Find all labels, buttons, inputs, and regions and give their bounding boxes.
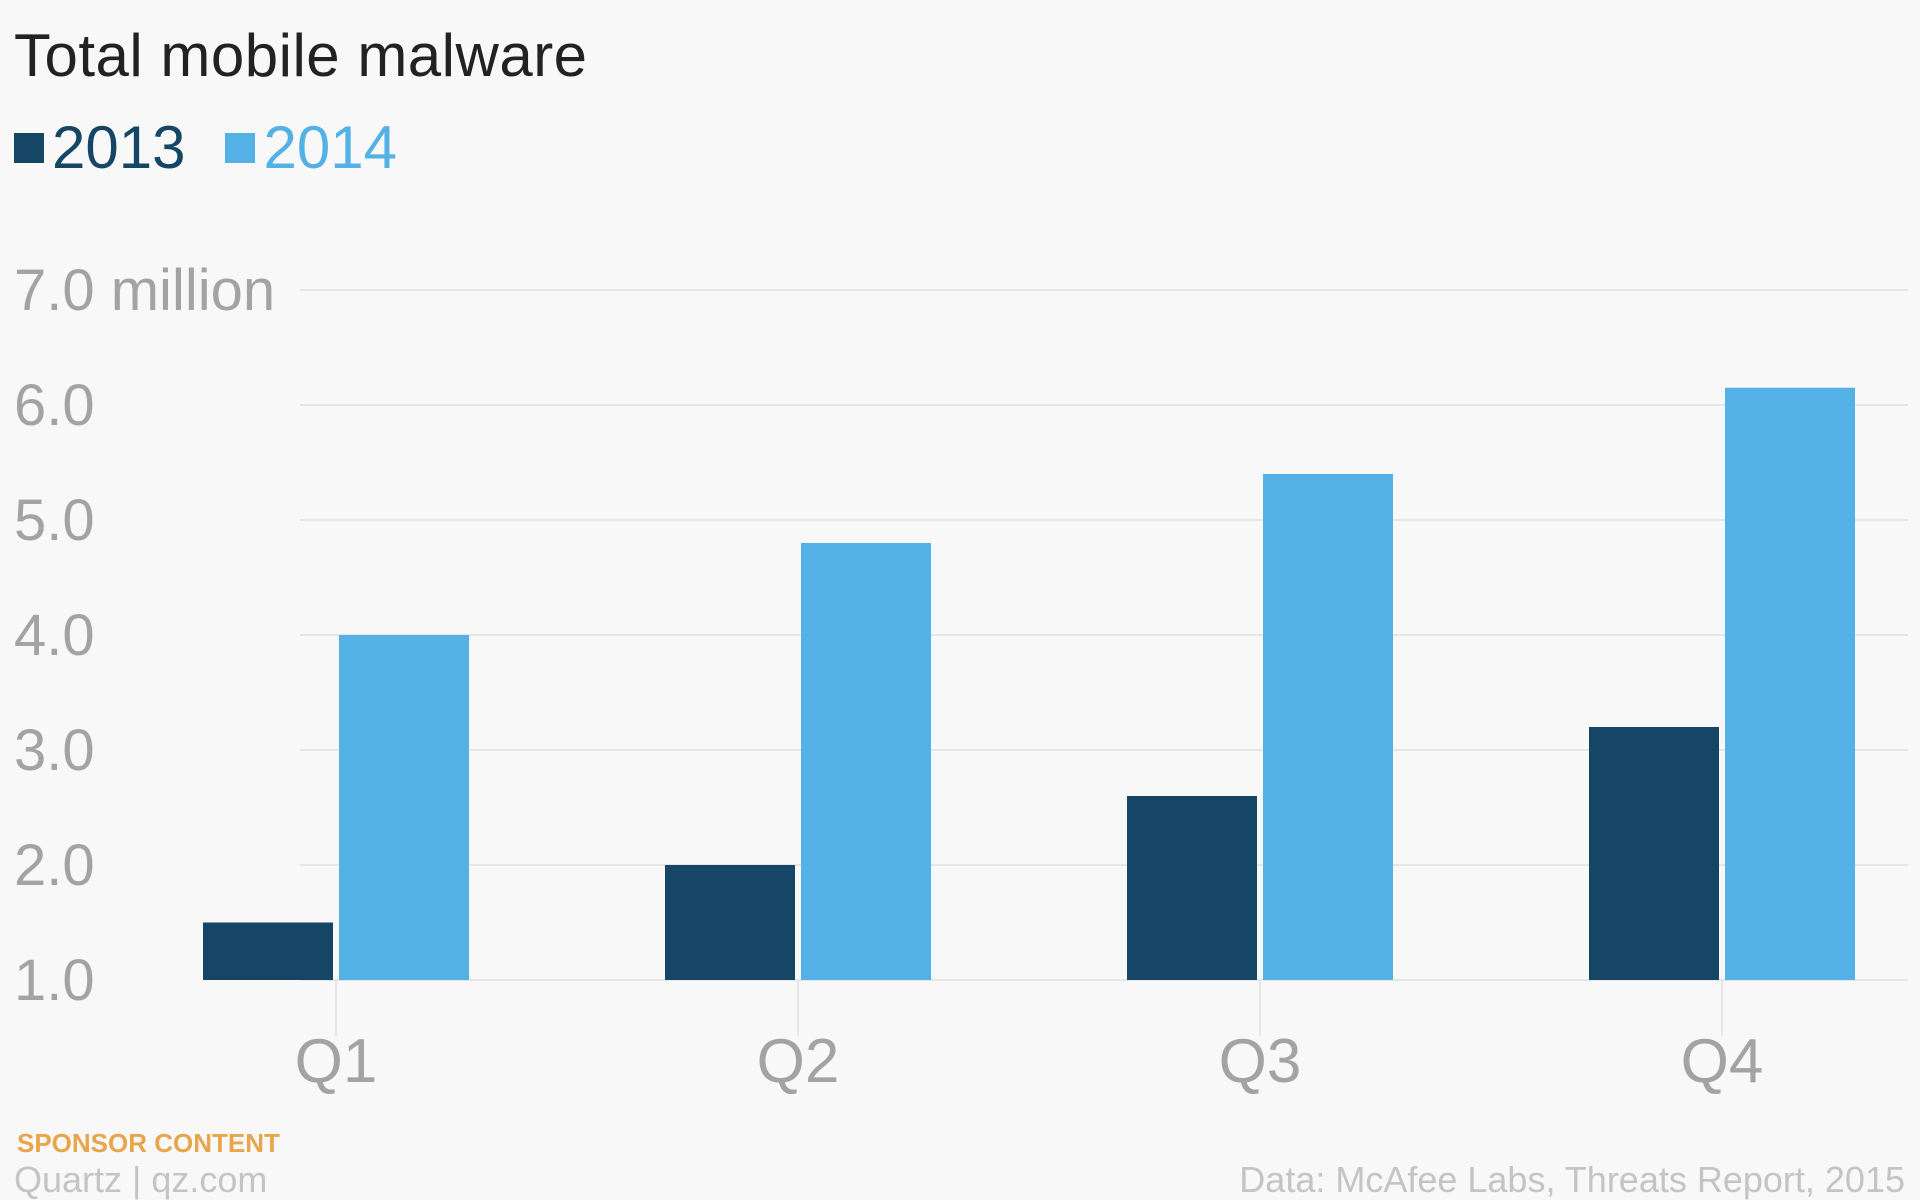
legend-swatch-2013 bbox=[14, 133, 44, 163]
y-tick-label-4: 5.0 bbox=[14, 488, 95, 553]
legend-item-2014: 2014 bbox=[225, 114, 397, 181]
x-tick-label-Q2: Q2 bbox=[757, 1027, 840, 1096]
x-tick-label-Q1: Q1 bbox=[295, 1027, 378, 1096]
x-tick-label-Q4: Q4 bbox=[1681, 1027, 1764, 1096]
bar-2013-Q3 bbox=[1127, 796, 1257, 980]
brand-credit: Quartz | qz.com bbox=[14, 1159, 268, 1200]
legend-item-2013: 2013 bbox=[14, 116, 185, 180]
x-tick-label-Q3: Q3 bbox=[1219, 1027, 1302, 1096]
legend-swatch-2014 bbox=[225, 133, 256, 163]
y-tick-label-1: 2.0 bbox=[14, 833, 95, 898]
y-tick-label-5: 6.0 bbox=[14, 373, 95, 438]
y-tick-label-0: 1.0 bbox=[14, 948, 95, 1013]
bar-2013-Q4 bbox=[1589, 727, 1719, 980]
bar-2014-Q2 bbox=[801, 543, 931, 980]
bar-2014-Q1 bbox=[339, 635, 469, 980]
chart-title: Total mobile malware bbox=[14, 22, 588, 89]
bar-2013-Q2 bbox=[665, 865, 795, 980]
data-source: Data: McAfee Labs, Threats Report, 2015 bbox=[1239, 1159, 1905, 1200]
y-tick-label-3: 4.0 bbox=[14, 603, 95, 668]
legend-label-2014: 2014 bbox=[263, 114, 397, 181]
bar-2014-Q4 bbox=[1725, 387, 1855, 980]
y-tick-label-2: 3.0 bbox=[14, 718, 95, 783]
y-tick-label-6: 7.0 million bbox=[14, 258, 275, 323]
bar-2013-Q1 bbox=[203, 922, 333, 980]
legend-label-2013: 2013 bbox=[52, 114, 186, 181]
bar-2014-Q3 bbox=[1263, 474, 1393, 980]
legend: 2013 2014 bbox=[14, 116, 437, 180]
sponsor-label: SPONSOR CONTENT bbox=[17, 1128, 280, 1158]
